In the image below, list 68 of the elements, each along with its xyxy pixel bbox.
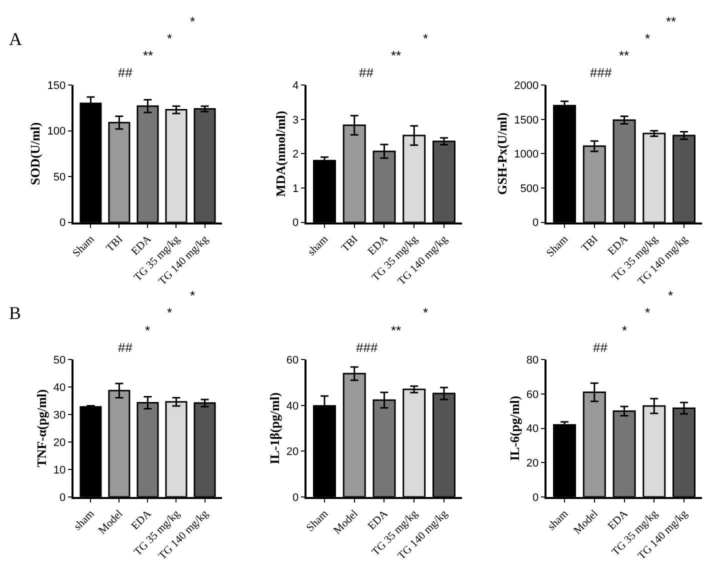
y-tick-label: 20: [286, 446, 299, 458]
x-tick-label: EDA: [129, 508, 154, 532]
y-tick-label: 30: [53, 409, 66, 422]
x-tick-label: EDA: [129, 233, 154, 258]
text: ##: [359, 65, 374, 80]
x-tick-label: TBI: [579, 233, 601, 254]
text: *: [645, 31, 650, 46]
y-axis-title: TNF-α(pg/ml): [34, 389, 49, 468]
y-tick-label: 50: [53, 354, 66, 366]
text: ###: [356, 340, 378, 355]
y-axis-title: SOD(U/ml): [28, 122, 43, 186]
text: **: [619, 48, 630, 63]
y-tick-label: 60: [526, 388, 539, 401]
text: **: [391, 323, 402, 338]
y-tick-label: 2: [292, 148, 299, 161]
y-axis-title: MDA(nmol/ml): [272, 110, 288, 197]
y-axis-title: GSH-Px(U/ml): [494, 112, 510, 195]
text: *: [190, 288, 196, 303]
x-tick-label: EDA: [606, 508, 630, 532]
text: *: [622, 323, 628, 338]
chart-title: A: [9, 29, 22, 49]
x-tick-label: EDA: [606, 233, 630, 258]
text: *: [167, 305, 172, 320]
text: *: [423, 31, 428, 46]
y-tick-label: 0: [292, 492, 299, 504]
y-tick-label: 80: [526, 354, 539, 366]
y-tick-label: 1000: [514, 148, 539, 161]
x-tick-label: EDA: [366, 508, 390, 532]
text: *: [145, 323, 150, 338]
y-tick-label: 40: [53, 382, 66, 394]
text: *: [190, 14, 196, 29]
y-tick-label: 0: [60, 492, 66, 504]
text: *: [167, 31, 172, 46]
y-tick-label: 500: [520, 182, 539, 195]
y-tick-label: 2000: [514, 80, 539, 92]
y-tick-label: 0: [292, 217, 299, 230]
y-axis-title: IL-1β(pg/ml): [266, 392, 282, 464]
text: *: [668, 288, 674, 303]
y-tick-label: 0: [60, 217, 66, 230]
y-tick-label: 20: [53, 436, 66, 449]
y-tick-label: 20: [526, 457, 539, 470]
y-axis-title: IL-6(pg/ml): [506, 396, 522, 461]
chart-title: B: [9, 303, 22, 323]
text: ##: [118, 340, 134, 355]
text: ##: [593, 340, 608, 355]
text: **: [666, 14, 676, 29]
text: **: [143, 48, 154, 63]
y-tick-label: 100: [47, 126, 66, 138]
y-tick-label: 4: [292, 80, 299, 92]
y-tick-label: 40: [526, 423, 539, 436]
y-tick-label: 0: [532, 492, 539, 504]
y-tick-label: 150: [47, 80, 66, 92]
y-tick-label: 1500: [514, 114, 539, 126]
text: *: [645, 305, 650, 320]
y-tick-label: 10: [53, 464, 66, 476]
y-tick-label: 50: [53, 171, 66, 184]
text: **: [391, 48, 402, 63]
y-tick-label: 1: [292, 182, 299, 195]
x-tick-label: TBI: [104, 233, 126, 254]
text: *: [423, 305, 428, 320]
y-tick-label: 3: [292, 114, 299, 126]
y-tick-label: 60: [286, 354, 299, 366]
x-tick-label: TBI: [339, 233, 361, 254]
text: ###: [590, 65, 612, 80]
y-tick-label: 0: [532, 217, 539, 230]
y-tick-label: 40: [286, 400, 299, 412]
x-tick-label: EDA: [366, 233, 390, 258]
text: ##: [118, 65, 134, 80]
